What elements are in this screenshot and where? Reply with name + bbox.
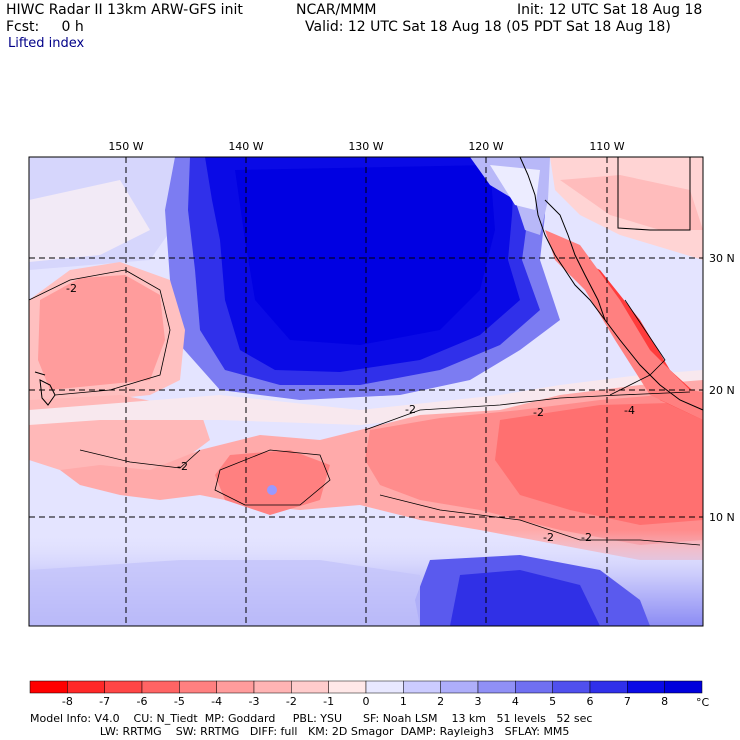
colorbar-swatch (552, 680, 591, 694)
valid-time: Valid: 12 UTC Sat 18 Aug 18 (05 PDT Sat … (305, 19, 671, 35)
colorbar-swatch (515, 680, 553, 694)
colorbar-tick-label: 2 (437, 695, 444, 708)
longitude-label: 120 W (468, 140, 503, 153)
colorbar-swatch (216, 680, 255, 694)
contour-label: -2 (405, 403, 416, 416)
colorbar-tick-label: -2 (286, 695, 297, 708)
colorbar-tick-label: 7 (624, 695, 631, 708)
contour-label: -2 (543, 531, 554, 544)
colorbar-swatch (403, 680, 441, 694)
forecast-hour: Fcst: 0 h (6, 19, 84, 35)
colorbar: -8 -7 -6 -5 -4 -3 -2 -1 0 1 2 3 4 5 6 7 8 (29, 680, 703, 708)
contour-label: -2 (66, 282, 77, 295)
latitude-label: 30 N (709, 252, 735, 265)
organization-label: NCAR/MMM (296, 2, 377, 18)
colorbar-tick-label: -1 (323, 695, 334, 708)
colorbar-swatch (104, 680, 143, 694)
colorbar-tick-label: -6 (137, 695, 148, 708)
longitude-label: 130 W (348, 140, 383, 153)
colorbar-tick-label: -5 (174, 695, 185, 708)
model-info-line1: Model Info: V4.0 CU: N_Tiedt MP: Goddard… (30, 712, 593, 725)
field-name: Lifted index (8, 36, 85, 51)
colorbar-swatch (589, 680, 628, 694)
contour-label: -2 (177, 460, 188, 473)
colorbar-tick-label: -4 (211, 695, 222, 708)
colorbar-tick-label: 4 (512, 695, 519, 708)
colorbar-tick-label: 1 (400, 695, 407, 708)
colorbar-swatch (253, 680, 292, 694)
longitude-label: 150 W (108, 140, 143, 153)
colorbar-tick-label: 8 (661, 695, 668, 708)
colorbar-tick-label: 5 (549, 695, 556, 708)
colorbar-swatch (365, 680, 404, 694)
longitude-label: 110 W (589, 140, 624, 153)
map-frame (28, 156, 704, 627)
colorbar-swatch (179, 680, 217, 694)
graticule (29, 157, 703, 626)
init-time: Init: 12 UTC Sat 18 Aug 18 (517, 2, 703, 18)
colorbar-tick-label: -8 (62, 695, 73, 708)
latitude-label: 20 N (709, 384, 735, 397)
colorbar-tick-label: -7 (99, 695, 110, 708)
colorbar-swatch (67, 680, 105, 694)
latitude-label: 10 N (709, 511, 735, 524)
map-title: HIWC Radar II 13km ARW-GFS init (6, 2, 243, 18)
colorbar-swatch (291, 680, 329, 694)
coastlines (34, 156, 704, 411)
colorbar-tick-label: 3 (475, 695, 482, 708)
colorbar-swatch (328, 680, 367, 694)
contour-label: -2 (533, 406, 544, 419)
colorbar-swatch (29, 680, 68, 694)
colorbar-swatch (141, 680, 180, 694)
colorbar-swatch (440, 680, 479, 694)
longitude-labels: 150 W 140 W 130 W 120 W 110 W (108, 140, 624, 153)
contour-lines (28, 269, 701, 546)
model-info-line2: LW: RRTMG SW: RRTMG DIFF: full KM: 2D Sm… (30, 725, 570, 738)
colorbar-tick-label: 6 (587, 695, 594, 708)
colorbar-unit: °C (696, 696, 710, 709)
colorbar-swatch (627, 680, 665, 694)
longitude-label: 140 W (228, 140, 263, 153)
latitude-labels: 30 N 20 N 10 N (709, 252, 735, 524)
colorbar-swatch (664, 680, 703, 694)
colorbar-tick-label: -3 (249, 695, 260, 708)
contour-label: -4 (624, 404, 635, 417)
contour-label-group: -2 -2 -2 -2 -2 -2 -4 (66, 282, 635, 544)
contour-label: -2 (581, 531, 592, 544)
colorbar-swatch (477, 680, 516, 694)
colorbar-tick-label: 0 (363, 695, 370, 708)
